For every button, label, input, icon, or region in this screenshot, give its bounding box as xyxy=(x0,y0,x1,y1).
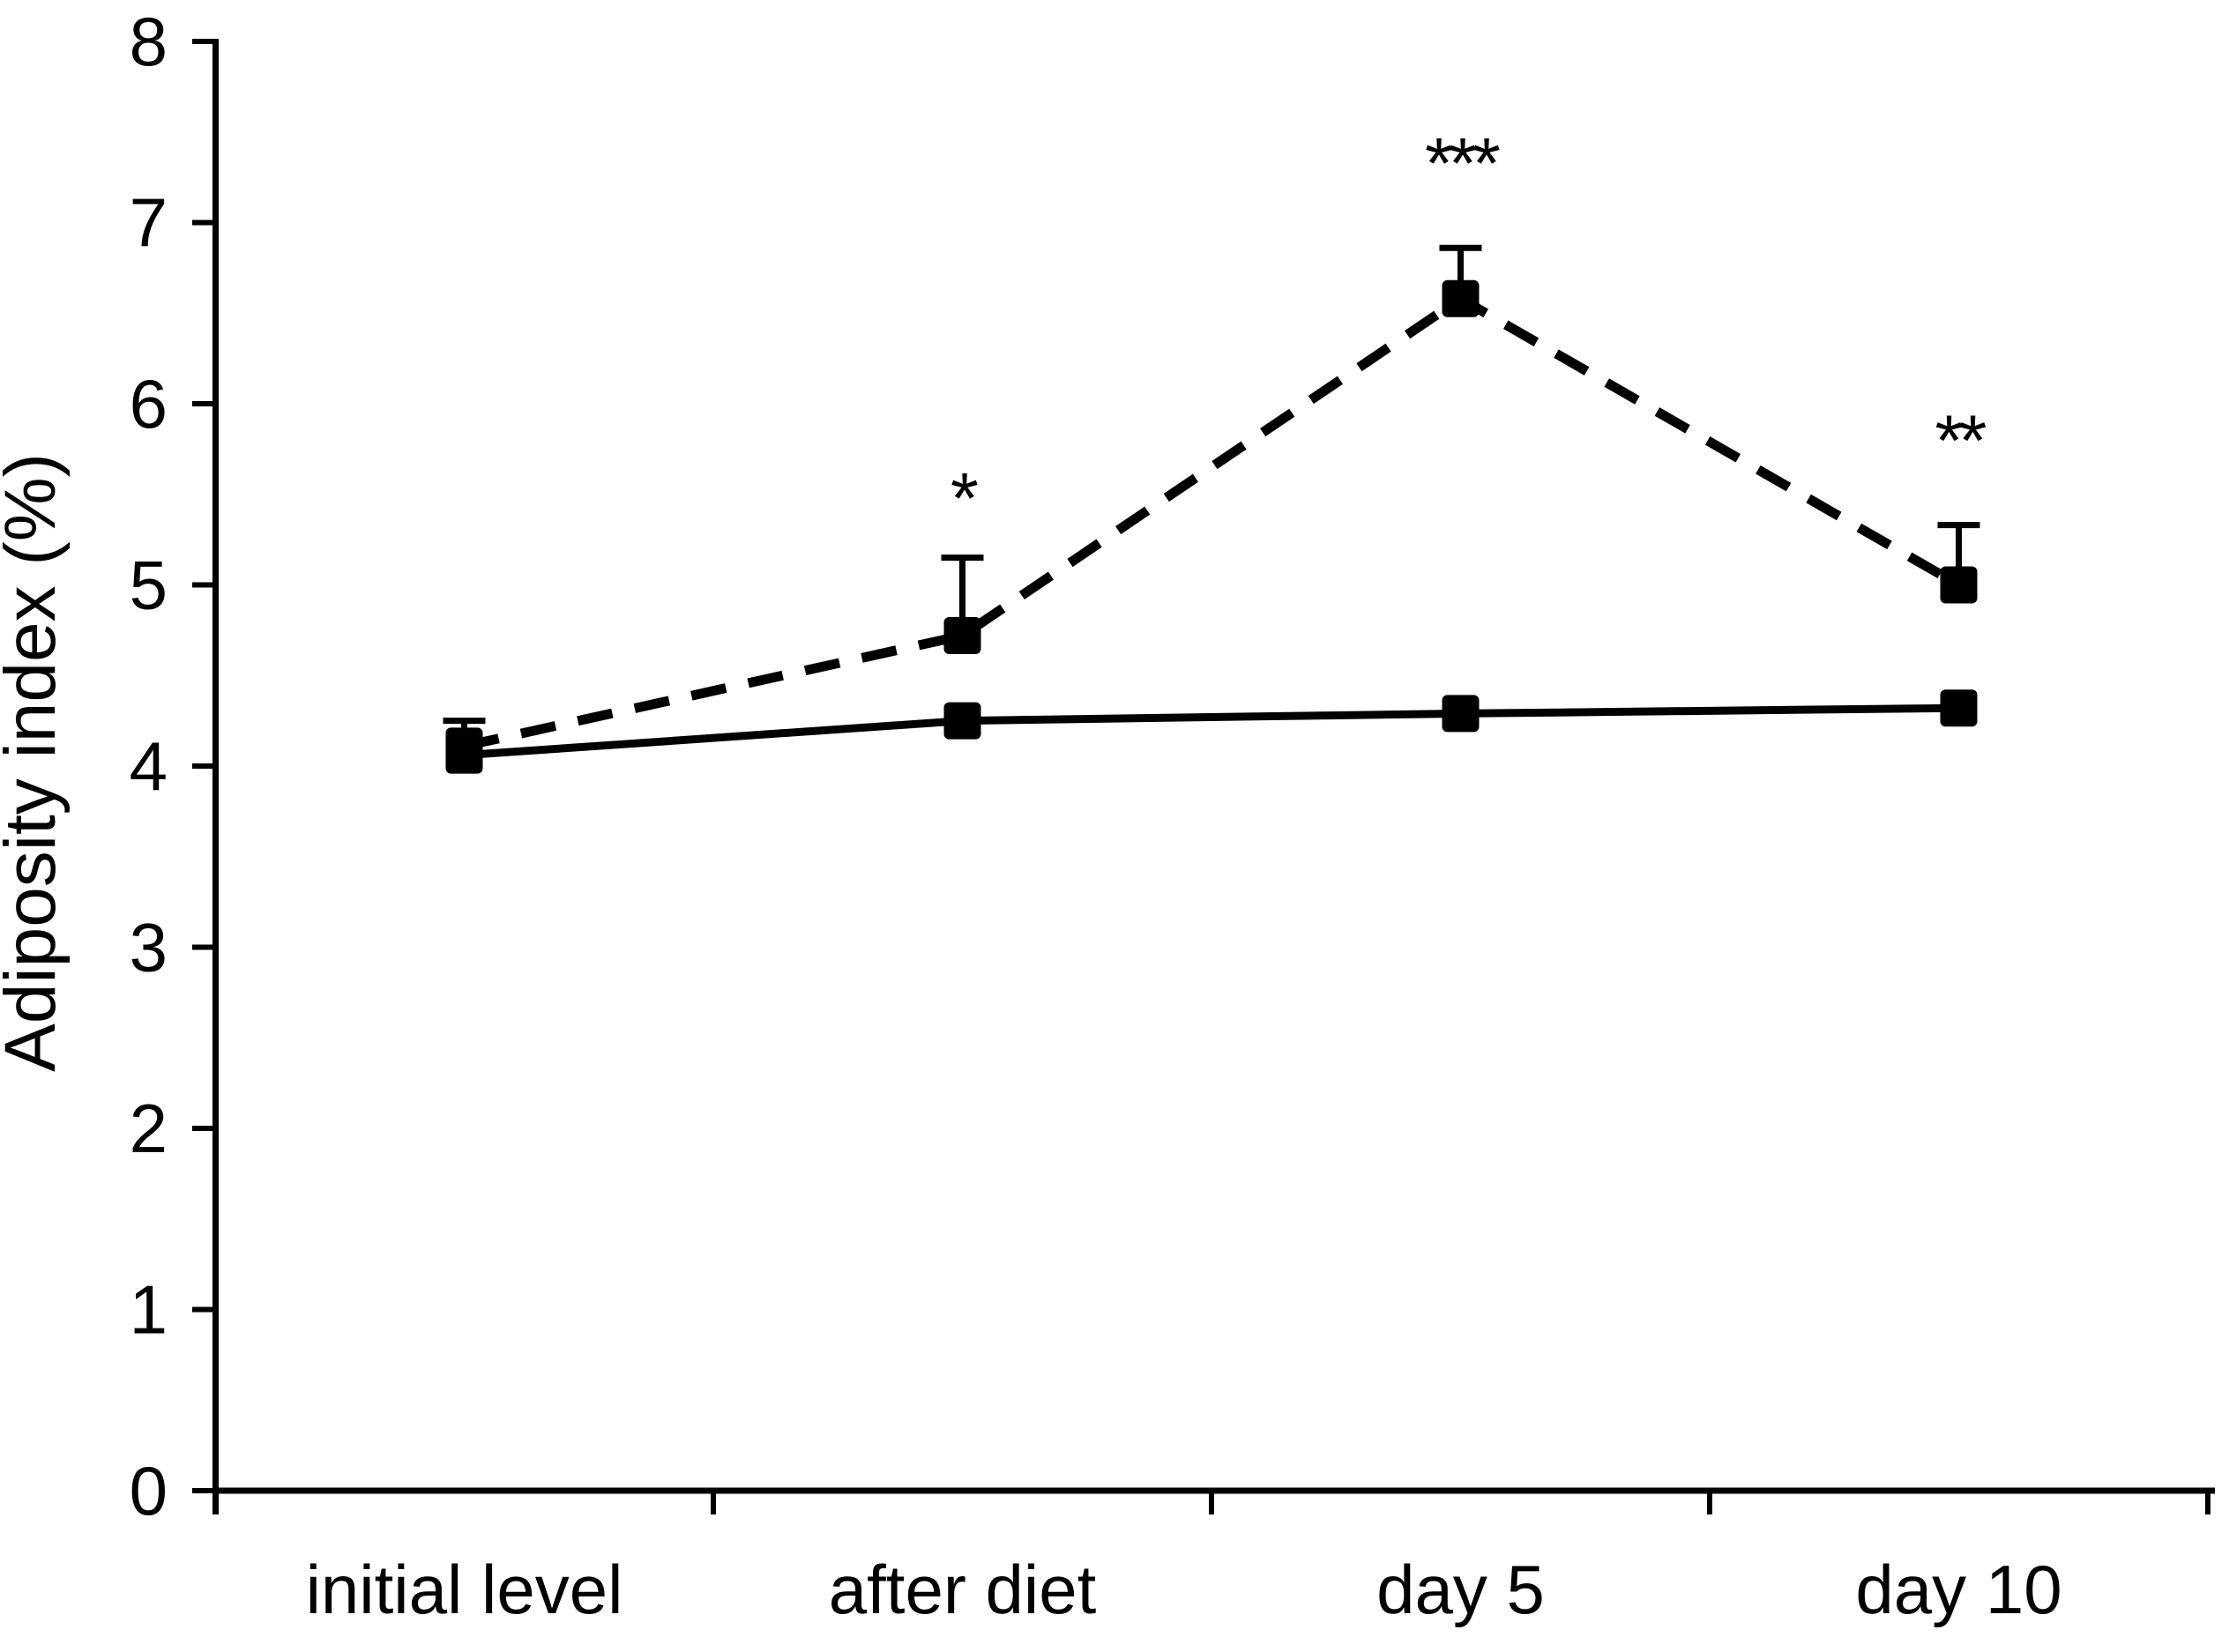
series-line-dashed xyxy=(463,293,1962,751)
x-category-label: after diet xyxy=(829,1551,1097,1628)
y-tick-labels: 0 1 2 3 4 5 6 7 8 xyxy=(130,3,168,1529)
x-category-label: day 5 xyxy=(1376,1551,1545,1628)
data-point-marker xyxy=(1442,695,1480,733)
significance-star: * xyxy=(950,459,978,540)
y-tick-label: 2 xyxy=(130,1090,168,1167)
y-tick-label: 5 xyxy=(130,547,168,624)
series-lines xyxy=(463,293,1962,760)
x-category-label: initial level xyxy=(306,1551,623,1628)
data-point-marker xyxy=(1940,689,1978,727)
y-tick-label: 1 xyxy=(130,1271,168,1349)
y-tick-label: 4 xyxy=(130,727,168,805)
y-tick-label: 0 xyxy=(130,1452,168,1529)
significance-annotations: ****** xyxy=(950,123,1990,540)
data-markers xyxy=(445,279,1978,774)
significance-star: ** xyxy=(1935,401,1987,481)
data-point-marker xyxy=(1442,279,1480,317)
axes xyxy=(192,39,2215,1514)
data-point-marker xyxy=(943,617,981,655)
error-bars xyxy=(443,244,1980,747)
y-tick-label: 7 xyxy=(130,184,168,262)
x-category-label: day 10 xyxy=(1855,1551,2061,1628)
y-tick-label: 3 xyxy=(130,909,168,986)
data-point-marker xyxy=(943,702,981,740)
data-point-marker xyxy=(1940,566,1978,604)
y-tick-label: 6 xyxy=(130,365,168,443)
data-point-marker xyxy=(445,736,483,774)
y-tick-label: 8 xyxy=(130,3,168,80)
x-category-labels: initial level after diet day 5 day 10 xyxy=(306,1551,2062,1628)
significance-star: *** xyxy=(1425,123,1500,204)
series-line-solid xyxy=(464,703,1959,760)
y-axis-title: Adiposity index (%) xyxy=(0,453,71,1072)
